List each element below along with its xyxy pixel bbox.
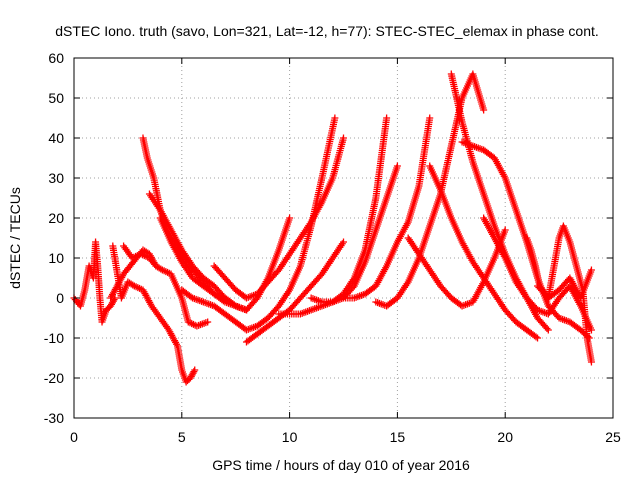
plot-border (73, 57, 614, 419)
plus-marker (426, 114, 434, 122)
plus-marker (587, 266, 595, 274)
x-tick-label: 15 (390, 429, 406, 445)
plus-marker (534, 334, 542, 342)
y-axis-label: dSTEC / TECUs (7, 187, 23, 289)
y-tick-label: -30 (44, 410, 64, 426)
plus-marker (340, 238, 347, 246)
y-tick-label: 40 (48, 130, 64, 146)
plus-marker (480, 106, 488, 114)
plus-marker (190, 368, 198, 376)
plus-marker (204, 318, 212, 326)
plus-marker (532, 333, 540, 341)
y-tick-label: 30 (48, 170, 64, 186)
y-tick-label: 0 (56, 290, 64, 306)
plus-marker (587, 326, 595, 334)
x-tick-label: 25 (605, 429, 621, 445)
y-tick-label: 60 (48, 50, 64, 66)
x-tick-label: 10 (282, 429, 298, 445)
plus-marker (543, 325, 551, 332)
plot-frame (73, 57, 614, 419)
y-tick-label: 10 (48, 250, 64, 266)
y-tick-label: -10 (44, 330, 64, 346)
data-points (70, 70, 595, 386)
data-series (120, 242, 212, 330)
x-tick-label: 20 (497, 429, 513, 445)
plus-marker (191, 366, 199, 374)
data-series (156, 214, 294, 314)
grid-lines (74, 58, 613, 418)
y-tick-label: 50 (48, 90, 64, 106)
data-series (109, 242, 199, 386)
plus-marker (393, 162, 401, 170)
data-series (210, 134, 347, 302)
data-series (340, 114, 434, 302)
y-tick-label: -20 (44, 370, 64, 386)
plus-marker (286, 214, 294, 222)
chart-title: dSTEC Iono. truth (savo, Lon=321, Lat=-1… (55, 23, 599, 39)
data-series (426, 162, 542, 342)
x-tick-label: 0 (70, 429, 78, 445)
plus-marker (587, 358, 595, 366)
data-series (307, 162, 401, 306)
data-series (242, 238, 347, 346)
plus-marker (383, 114, 391, 122)
plus-marker (340, 134, 347, 142)
data-series (447, 70, 552, 334)
data-series (145, 190, 250, 314)
x-tick-label: 5 (178, 429, 186, 445)
data-series (178, 114, 339, 334)
data-series (534, 266, 595, 302)
axis-ticks: 0 5 10 15 20 25 -30 -20 -10 0 10 20 30 40 50 60 (44, 50, 621, 445)
data-series (70, 238, 119, 326)
plus-marker (331, 114, 339, 122)
plus-marker (544, 326, 552, 334)
y-tick-label: 20 (48, 210, 64, 226)
x-axis-label: GPS time / hours of day 010 of year 2016 (212, 457, 470, 473)
plus-marker (501, 226, 509, 234)
